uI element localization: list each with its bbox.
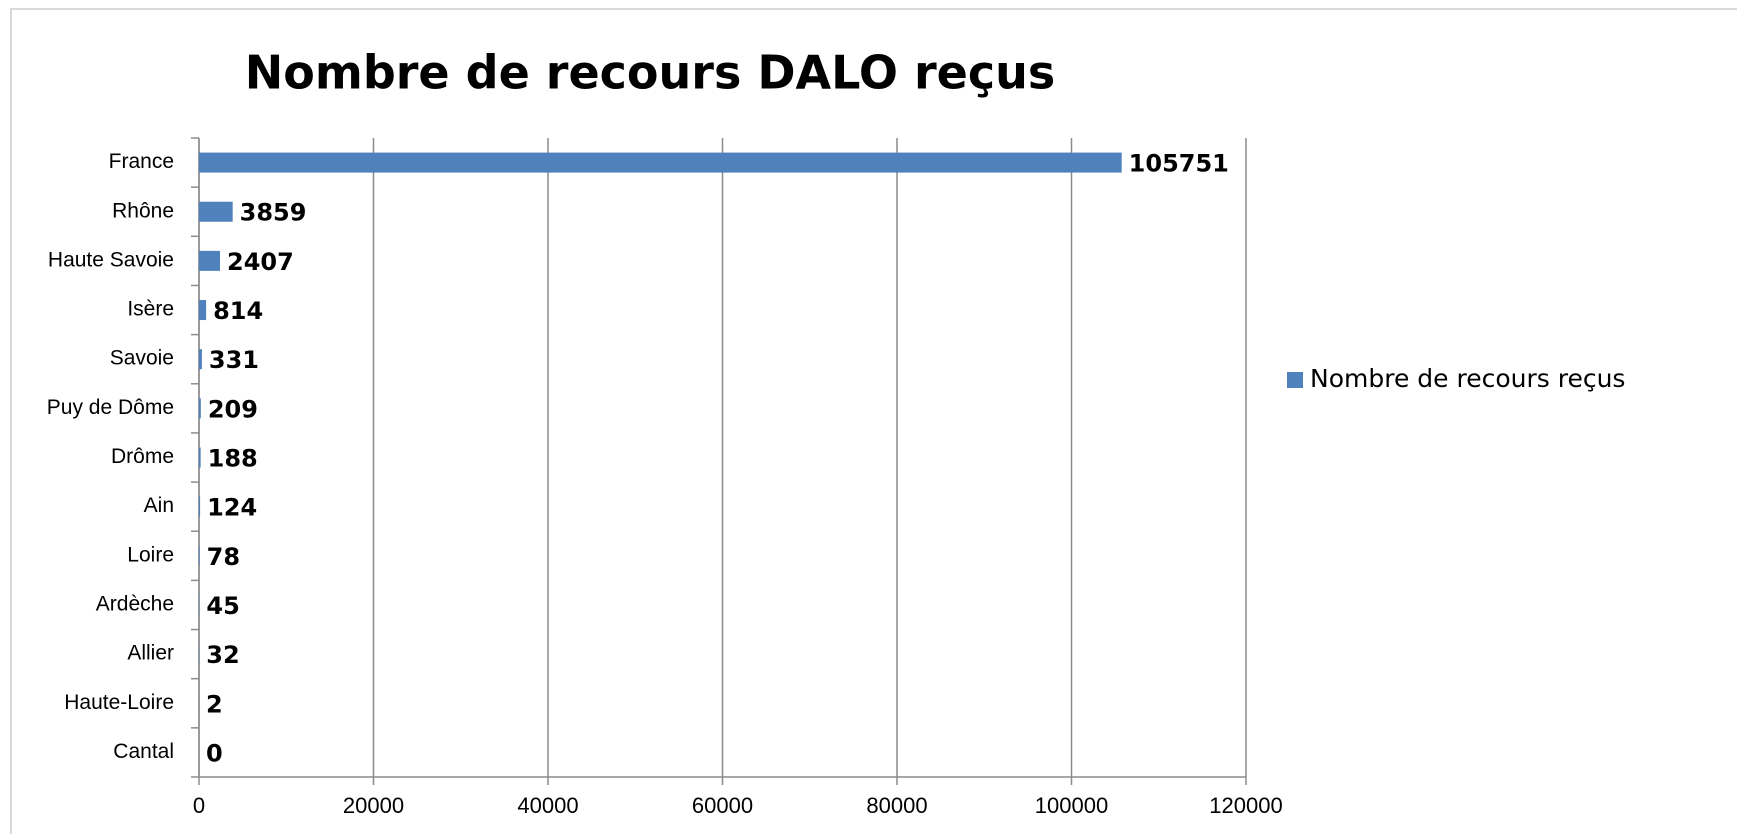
data-label: 209 <box>208 395 258 423</box>
bar <box>199 447 201 468</box>
y-tick-label: Loire <box>127 543 174 566</box>
y-tick-label: Rhône <box>112 199 174 222</box>
bar <box>199 201 233 222</box>
bar <box>199 496 201 517</box>
data-label: 2 <box>206 690 223 718</box>
data-label: 78 <box>207 543 240 571</box>
y-tick-label: Puy de Dôme <box>47 396 174 419</box>
data-label: 124 <box>207 494 257 522</box>
x-tick-label: 20000 <box>343 793 404 818</box>
data-label: 32 <box>206 641 239 669</box>
y-tick-label: Savoie <box>110 347 174 370</box>
data-label: 188 <box>208 445 258 473</box>
legend-label: Nombre de recours reçus <box>1310 364 1625 393</box>
data-label: 2407 <box>227 248 294 276</box>
legend-swatch <box>1287 372 1303 388</box>
y-tick-label: Allier <box>127 642 174 665</box>
y-tick-label: Drôme <box>111 445 174 468</box>
x-tick-label: 80000 <box>866 793 927 818</box>
data-label: 3859 <box>240 199 307 227</box>
x-tick-label: 120000 <box>1209 793 1282 818</box>
data-label: 45 <box>206 592 239 620</box>
y-tick-label: Haute Savoie <box>48 248 174 271</box>
y-tick-label: Isère <box>127 298 174 321</box>
x-tick-label: 100000 <box>1035 793 1108 818</box>
bar <box>199 349 202 370</box>
chart-title: Nombre de recours DALO reçus <box>245 46 1055 100</box>
y-tick-label: Haute-Loire <box>64 691 174 714</box>
chart-frame <box>10 8 1737 834</box>
y-tick-label: Ain <box>144 494 174 517</box>
data-label: 0 <box>206 739 223 767</box>
x-tick-label: 0 <box>193 793 205 818</box>
bar <box>199 300 207 321</box>
bar <box>199 152 1122 173</box>
x-tick-label: 60000 <box>692 793 753 818</box>
bar <box>199 545 200 566</box>
y-tick-label: Ardèche <box>96 593 174 616</box>
y-tick-label: Cantal <box>113 740 174 763</box>
x-tick-label: 40000 <box>517 793 578 818</box>
data-label: 814 <box>213 297 263 325</box>
data-label: 105751 <box>1129 150 1229 178</box>
data-label: 331 <box>209 346 259 374</box>
bar <box>199 398 201 419</box>
y-tick-label: France <box>109 150 174 173</box>
bar <box>199 250 221 271</box>
